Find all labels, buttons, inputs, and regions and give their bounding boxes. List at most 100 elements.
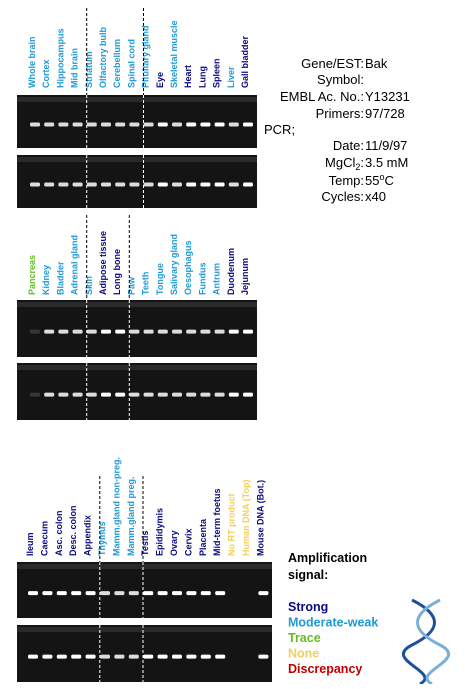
band	[56, 654, 67, 659]
info-value-text: 11/9/97	[365, 138, 407, 153]
info-value: 3.5 mM	[365, 155, 408, 170]
lane-label: Eye	[155, 72, 165, 88]
lane-label: No RT product	[227, 494, 237, 557]
band	[42, 591, 53, 596]
band	[86, 182, 97, 187]
band	[115, 122, 126, 127]
band	[228, 329, 239, 334]
info-label-text: Primers:	[316, 106, 364, 121]
band	[44, 122, 55, 127]
band	[129, 122, 140, 127]
lane-label: Skin	[84, 276, 94, 295]
lane-label: Cerebellum	[112, 39, 122, 88]
lane-label: Caecum	[39, 521, 49, 556]
band	[214, 182, 225, 187]
lane-label: Spleen	[212, 58, 222, 88]
band	[86, 122, 97, 127]
info-value-text: Y13231	[365, 89, 410, 104]
band	[200, 122, 211, 127]
lane-label: Human DNA (Top)	[241, 480, 251, 557]
info-label: MgCl2:	[325, 155, 364, 172]
info-value-text: 3.5 mM	[365, 155, 408, 170]
lane-label: Duodenum	[226, 248, 236, 295]
lane-label: Bladder	[55, 261, 65, 295]
info-label: Date:	[333, 138, 364, 153]
lane-label: Testis	[140, 531, 150, 556]
lane-label: Skeletal muscle	[169, 20, 179, 88]
lane-label: Oesophagus	[183, 240, 193, 295]
lane-label: Adrenal gland	[70, 235, 80, 295]
legend-title: signal:	[288, 568, 328, 582]
band	[186, 122, 197, 127]
info-label-text: Gene/EST:	[301, 56, 364, 71]
lane-label: Thymus	[97, 521, 107, 556]
lane-label: Pancreas	[27, 255, 37, 295]
band	[200, 392, 211, 397]
band	[143, 392, 154, 397]
lane-label: Mid brain	[70, 48, 80, 88]
band	[228, 182, 239, 187]
band	[115, 392, 126, 397]
info-label-text: Date:	[333, 138, 364, 153]
band	[28, 654, 38, 659]
info-value: 55oC	[365, 172, 394, 188]
band	[157, 122, 168, 127]
band	[157, 591, 168, 596]
info-label-text: EMBL Ac. No.:	[280, 89, 364, 104]
band	[129, 392, 140, 397]
band	[115, 329, 126, 334]
lane-label: Paw	[126, 276, 136, 295]
band	[186, 591, 197, 596]
gel-well	[17, 627, 272, 632]
info-value-text: 97/728	[365, 106, 405, 121]
info-label-text: Temp:	[329, 173, 364, 188]
band	[143, 122, 154, 127]
info-label: Primers:	[316, 106, 364, 121]
band	[143, 591, 154, 596]
gel-well	[17, 302, 257, 307]
lane-label: Long bone	[112, 249, 122, 295]
band	[85, 654, 96, 659]
band	[243, 182, 253, 187]
dna-helix	[402, 598, 450, 686]
band	[215, 654, 226, 659]
lane-label: Mid-term foetus	[212, 489, 222, 557]
band	[101, 182, 111, 187]
band	[129, 182, 140, 187]
band	[214, 329, 225, 334]
info-label-text: Symbol:	[317, 72, 364, 87]
lane-label: Tongue	[155, 263, 165, 295]
band	[172, 182, 182, 187]
band	[72, 329, 83, 334]
band	[214, 122, 225, 127]
gel	[17, 562, 272, 618]
info-value-end: C	[384, 173, 393, 188]
band	[243, 329, 253, 334]
band	[200, 591, 211, 596]
lane-label: Lung	[197, 66, 207, 88]
band	[71, 654, 82, 659]
band	[214, 392, 225, 397]
band	[157, 392, 168, 397]
band	[72, 392, 83, 397]
band	[58, 392, 69, 397]
band	[114, 591, 125, 596]
info-label: PCR;	[264, 122, 295, 137]
band	[172, 122, 182, 127]
band	[85, 591, 96, 596]
lane-label: Salivary gland	[169, 234, 179, 295]
band	[186, 654, 197, 659]
band	[30, 392, 40, 397]
band	[30, 329, 40, 334]
legend-item: Discrepancy	[288, 662, 362, 676]
info-label-text: Cycles:	[321, 189, 364, 204]
lane-label: Whole brain	[27, 37, 37, 89]
band	[172, 392, 182, 397]
band	[58, 182, 69, 187]
band	[42, 654, 53, 659]
legend-item: None	[288, 647, 319, 661]
band	[44, 182, 55, 187]
lane-label: Epididymis	[155, 508, 165, 556]
band	[215, 591, 226, 596]
band	[100, 654, 110, 659]
